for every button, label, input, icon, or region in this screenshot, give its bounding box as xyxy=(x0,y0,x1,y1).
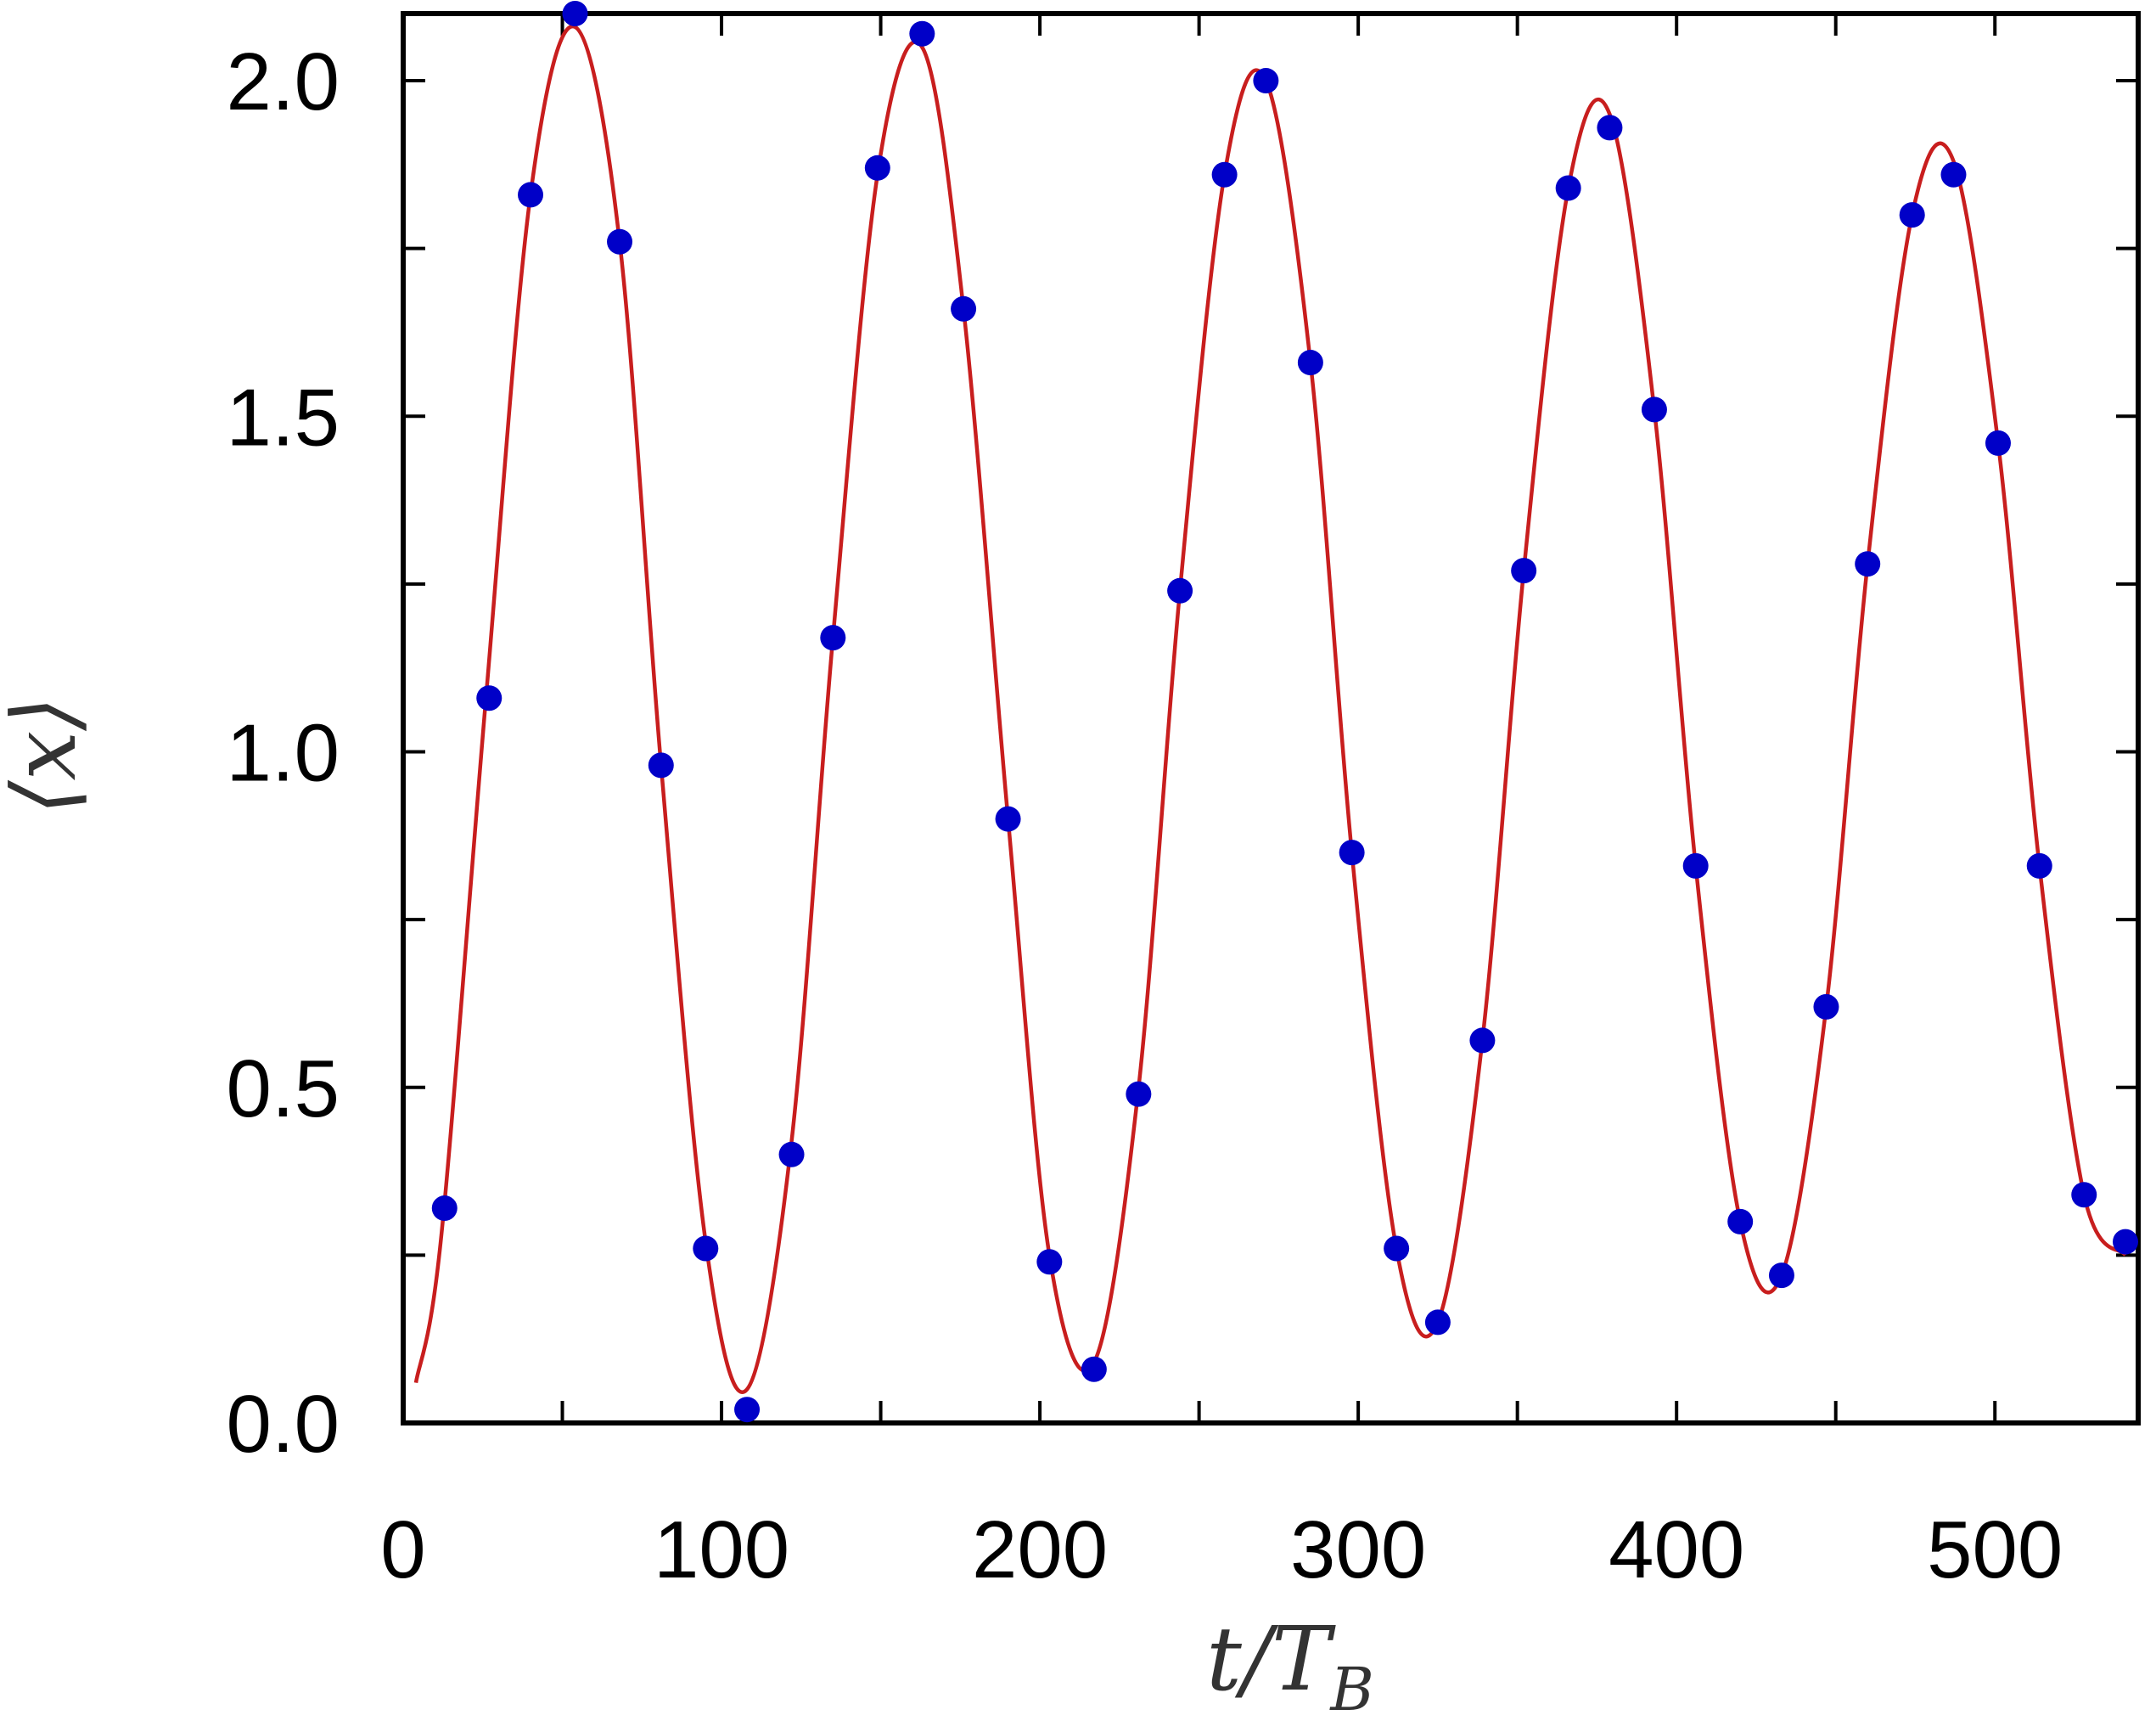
data-point xyxy=(476,685,503,711)
x-axis-label: t/TB xyxy=(1206,1607,1374,1724)
data-point xyxy=(1855,551,1881,577)
x-tick-label: 300 xyxy=(1290,1504,1426,1595)
data-point xyxy=(1682,852,1709,879)
data-point xyxy=(1511,558,1537,584)
data-point xyxy=(909,20,935,47)
data-point xyxy=(1469,1027,1496,1054)
data-point xyxy=(431,1195,458,1222)
data-point xyxy=(1211,161,1238,188)
data-point xyxy=(820,625,846,651)
data-point xyxy=(864,155,890,181)
x-axis-label-sub: B xyxy=(1328,1655,1373,1724)
data-point xyxy=(1985,430,2011,456)
data-point xyxy=(1036,1249,1063,1275)
x-tick-label: 500 xyxy=(1927,1504,2063,1595)
data-point xyxy=(951,295,977,322)
data-point xyxy=(2112,1229,2138,1255)
data-point xyxy=(1126,1081,1152,1107)
data-point xyxy=(1597,115,1623,141)
y-tick-label: 1.0 xyxy=(227,708,340,799)
x-tick-label: 200 xyxy=(972,1504,1108,1595)
x-tick-label: 400 xyxy=(1609,1504,1744,1595)
data-point xyxy=(518,182,544,208)
data-point xyxy=(2026,852,2052,879)
data-point xyxy=(562,1,588,26)
x-axis-label-main: t/T xyxy=(1206,1607,1336,1711)
data-point xyxy=(995,806,1021,832)
data-point xyxy=(1339,840,1365,866)
data-point xyxy=(1641,396,1667,423)
y-axis-label: ⟨x⟩ xyxy=(0,696,96,815)
y-tick-label: 0.0 xyxy=(227,1379,340,1470)
data-point xyxy=(693,1235,719,1262)
data-point xyxy=(734,1397,761,1423)
y-tick-label: 2.0 xyxy=(227,37,340,127)
data-point xyxy=(1813,993,1839,1020)
data-point xyxy=(648,752,674,779)
data-point xyxy=(1167,577,1193,604)
data-points xyxy=(431,1,2138,1423)
y-tick-label: 0.5 xyxy=(227,1043,340,1134)
data-point xyxy=(1555,175,1581,201)
data-point xyxy=(1253,68,1279,94)
x-tick-label: 100 xyxy=(654,1504,789,1595)
data-point xyxy=(1768,1262,1794,1289)
data-point xyxy=(1384,1235,1410,1262)
data-point xyxy=(778,1141,805,1167)
data-point xyxy=(1727,1208,1754,1234)
data-point xyxy=(1297,350,1323,376)
plot-frame xyxy=(401,11,2141,1426)
ticks xyxy=(401,14,2138,1425)
data-point xyxy=(607,228,633,255)
data-point xyxy=(1899,202,1925,228)
y-tick-label: 1.5 xyxy=(227,372,340,463)
data-point xyxy=(1424,1309,1451,1336)
x-tick-label: 0 xyxy=(380,1504,425,1595)
data-point xyxy=(2071,1182,2097,1208)
tick-labels: 0 100 200 300 400 500 0.0 0.5 1.0 1.5 2.0 xyxy=(227,37,2063,1595)
data-point xyxy=(1940,161,1967,188)
data-point xyxy=(1081,1356,1107,1382)
fit-curve xyxy=(413,24,2127,1394)
